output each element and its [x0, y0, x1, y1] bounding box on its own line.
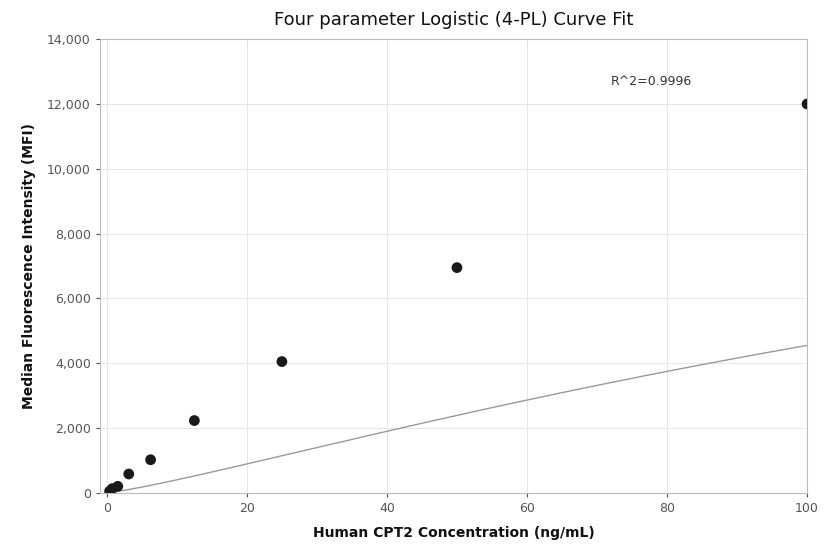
Point — [122, 469, 136, 478]
Title: Four parameter Logistic (4-PL) Curve Fit: Four parameter Logistic (4-PL) Curve Fit — [274, 11, 633, 29]
Point — [106, 484, 119, 493]
Point — [800, 100, 814, 109]
Point — [144, 455, 157, 464]
X-axis label: Human CPT2 Concentration (ng/mL): Human CPT2 Concentration (ng/mL) — [313, 526, 594, 540]
Y-axis label: Median Fluorescence Intensity (MFI): Median Fluorescence Intensity (MFI) — [22, 123, 36, 409]
Point — [275, 357, 289, 366]
Point — [103, 487, 116, 496]
Point — [188, 416, 201, 425]
Point — [111, 482, 125, 491]
Text: R^2=0.9996: R^2=0.9996 — [611, 74, 692, 87]
Point — [450, 263, 463, 272]
